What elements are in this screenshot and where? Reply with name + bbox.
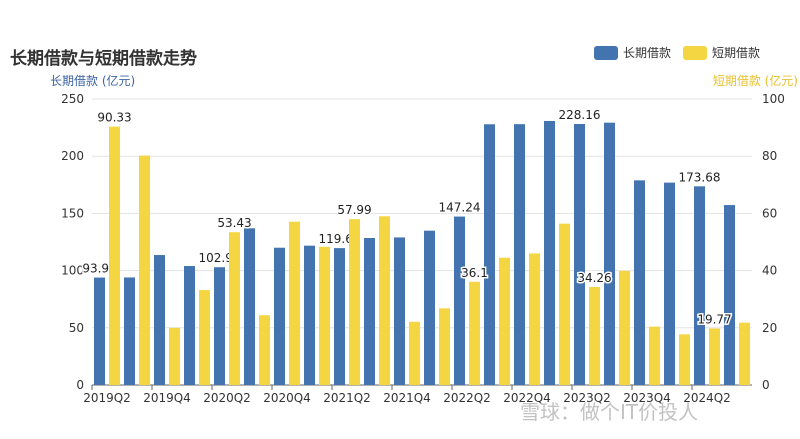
x-tick-label: 2019Q2: [83, 391, 131, 405]
bar-short-term: [529, 253, 540, 385]
bar-short-term: [739, 322, 750, 385]
bar-long-term: [724, 205, 735, 385]
bar-long-term: [94, 277, 105, 385]
bar-short-term: [619, 270, 630, 385]
right-tick-label: 60: [762, 206, 777, 220]
bar-long-term: [184, 266, 195, 385]
bar-short-term: [439, 308, 450, 385]
right-tick-label: 40: [762, 264, 777, 278]
bar-short-term: [499, 257, 510, 385]
bar-long-term: [424, 230, 435, 385]
bar-long-term: [244, 228, 255, 385]
bar-long-term: [334, 248, 345, 385]
bar-short-term: [289, 221, 300, 385]
x-tick-label: 2020Q4: [263, 391, 311, 405]
legend-swatch-short-term: [682, 45, 707, 60]
data-label: 36.1: [461, 266, 488, 280]
data-label: 90.33: [97, 111, 131, 125]
right-tick-label: 20: [762, 321, 777, 335]
data-label: 228.16: [559, 108, 601, 122]
left-tick-label: 50: [69, 321, 84, 335]
data-label: 93.92: [82, 262, 116, 276]
x-tick-label: 2024Q2: [683, 391, 731, 405]
bar-long-term: [574, 123, 585, 386]
legend-item-long-term[interactable]: 长期借款: [593, 44, 671, 61]
left-axis-name: 长期借款 (亿元): [50, 74, 136, 88]
bar-long-term: [694, 186, 705, 385]
data-label: 34.26: [577, 271, 611, 285]
left-tick-label: 250: [61, 92, 84, 106]
right-tick-label: 0: [762, 378, 770, 392]
right-tick-label: 80: [762, 149, 777, 163]
bar-short-term: [259, 315, 270, 385]
bar-short-term: [409, 321, 420, 385]
x-tick-label: 2022Q4: [503, 391, 551, 405]
bar-short-term: [559, 223, 570, 385]
bar-short-term: [109, 126, 120, 386]
right-axis-name: 短期借款 (亿元): [712, 74, 798, 88]
bar-long-term: [634, 180, 645, 385]
x-tick-label: 2021Q4: [383, 391, 431, 405]
x-tick-label: 2023Q4: [623, 391, 671, 405]
bar-short-term: [709, 328, 720, 385]
bar-long-term: [664, 182, 675, 385]
legend-label: 长期借款: [622, 46, 671, 60]
bar-short-term: [349, 219, 360, 385]
bar-long-term: [214, 267, 225, 385]
bar-long-term: [154, 255, 165, 385]
left-tick-label: 150: [61, 206, 84, 220]
bar-short-term: [379, 216, 390, 385]
bar-long-term: [304, 245, 315, 385]
bar-short-term: [169, 327, 180, 385]
bar-long-term: [604, 122, 615, 386]
bar-short-term: [649, 326, 660, 385]
x-tick-label: 2019Q4: [143, 391, 191, 405]
bar-long-term: [514, 124, 525, 385]
bar-short-term: [589, 287, 600, 385]
data-label: 57.99: [337, 203, 371, 217]
bar-long-term: [454, 216, 465, 385]
bar-short-term: [319, 246, 330, 385]
right-tick-label: 100: [762, 92, 785, 106]
data-label: 147.24: [439, 201, 481, 215]
legend-swatch-long-term: [593, 45, 618, 60]
x-tick-label: 2023Q2: [563, 391, 611, 405]
legend-label: 短期借款: [711, 46, 760, 60]
bar-long-term: [484, 124, 495, 385]
left-tick-label: 100: [61, 264, 84, 278]
bar-long-term: [364, 237, 375, 385]
bar-short-term: [199, 290, 210, 385]
left-tick-label: 0: [76, 378, 84, 392]
data-label: 19.77: [697, 312, 731, 326]
left-tick-label: 200: [61, 149, 84, 163]
bar-long-term: [274, 247, 285, 385]
legend: 长期借款 短期借款: [593, 44, 760, 61]
x-tick-label: 2020Q2: [203, 391, 251, 405]
chart-title: 长期借款与短期借款走势: [10, 49, 197, 69]
bar-long-term: [394, 237, 405, 385]
x-tick-label: 2022Q2: [443, 391, 491, 405]
bar-long-term: [544, 120, 555, 386]
bar-short-term: [679, 334, 690, 385]
watermark: 雪球：做个IT价投人: [520, 400, 699, 424]
data-label: 173.68: [679, 170, 721, 184]
legend-item-short-term[interactable]: 短期借款: [682, 44, 760, 61]
bar-short-term: [139, 155, 150, 385]
bar-short-term: [229, 232, 240, 385]
data-label: 53.43: [217, 216, 251, 230]
bar-short-term: [469, 281, 480, 385]
x-tick-label: 2021Q2: [323, 391, 371, 405]
bar-long-term: [124, 277, 135, 385]
